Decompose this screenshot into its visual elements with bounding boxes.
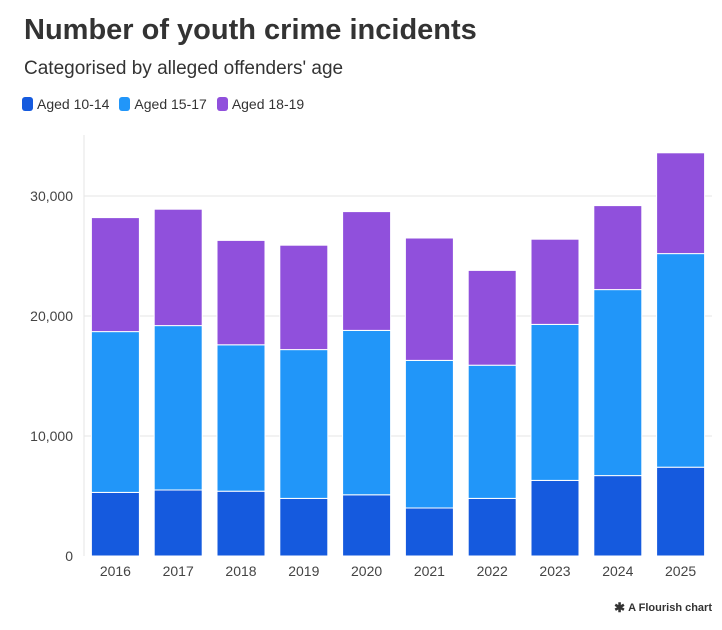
bar-2021-aged-10-14[interactable]	[404, 507, 454, 557]
x-tick-label: 2024	[602, 563, 633, 579]
bar-2022-aged-15-17[interactable]	[467, 364, 517, 499]
bar-2020-aged-15-17[interactable]	[342, 329, 392, 496]
chart-subtitle: Categorised by alleged offenders' age	[24, 58, 344, 79]
bar-2022-aged-18-19[interactable]	[467, 269, 517, 366]
x-tick-label: 2021	[414, 563, 445, 579]
bar-2019-aged-18-19[interactable]	[279, 244, 329, 351]
stacked-bar-chart: 0 10,000 20,000 30,000 2016 2017 2018 2019 2020 2…	[30, 135, 712, 579]
bar-2023-aged-10-14[interactable]	[530, 479, 580, 557]
bar-2024-aged-18-19[interactable]	[593, 205, 643, 291]
bar-2023-aged-18-19[interactable]	[530, 238, 580, 325]
y-tick-label: 30,000	[30, 188, 73, 204]
bar-2017-aged-10-14[interactable]	[153, 489, 203, 557]
bar-2017-aged-15-17[interactable]	[153, 325, 203, 491]
bar-2025-aged-18-19[interactable]	[656, 152, 706, 255]
bar-2020-aged-18-19[interactable]	[342, 211, 392, 331]
legend-item-aged-10-14[interactable]: Aged 10-14	[22, 96, 109, 112]
bar-2016-aged-15-17[interactable]	[90, 331, 140, 493]
bar-2018-aged-18-19[interactable]	[216, 239, 266, 346]
legend-swatch-aged-15-17	[119, 97, 131, 111]
legend-swatch-aged-18-19	[216, 97, 228, 111]
x-tick-label: 2016	[100, 563, 131, 579]
x-tick-label: 2022	[477, 563, 508, 579]
chart-title: Number of youth crime incidents	[24, 14, 477, 46]
bar-2024-aged-15-17[interactable]	[593, 289, 643, 477]
x-tick-label: 2017	[163, 563, 194, 579]
bar-2024-aged-10-14[interactable]	[593, 475, 643, 557]
y-tick-label: 10,000	[30, 428, 73, 444]
bar-2017-aged-18-19[interactable]	[153, 208, 203, 327]
flourish-asterisk-icon: ✱	[614, 600, 626, 615]
x-tick-label: 2019	[288, 563, 319, 579]
bar-2019-aged-15-17[interactable]	[279, 349, 329, 499]
bar-2025-aged-15-17[interactable]	[656, 253, 706, 468]
x-tick-label: 2020	[351, 563, 382, 579]
x-tick-label: 2025	[665, 563, 696, 579]
legend-label-aged-15-17: Aged 15-17	[134, 96, 207, 112]
bar-2021-aged-15-17[interactable]	[404, 359, 454, 509]
legend-label-aged-10-14: Aged 10-14	[37, 96, 110, 112]
x-tick-label: 2023	[539, 563, 570, 579]
legend-item-aged-18-19[interactable]: Aged 18-19	[216, 96, 305, 112]
bar-2023-aged-15-17[interactable]	[530, 323, 580, 481]
legend-swatch-aged-10-14	[22, 97, 33, 111]
bar-2021-aged-18-19[interactable]	[404, 237, 454, 361]
flourish-credit-text: A Flourish chart	[628, 602, 712, 614]
x-tick-label: 2018	[225, 563, 256, 579]
legend-item-aged-15-17[interactable]: Aged 15-17	[119, 96, 207, 112]
bar-2016-aged-10-14[interactable]	[90, 491, 140, 557]
bar-2020-aged-10-14[interactable]	[342, 494, 392, 557]
bar-2018-aged-15-17[interactable]	[216, 344, 266, 492]
bar-2016-aged-18-19[interactable]	[90, 217, 140, 333]
y-tick-label: 20,000	[30, 308, 73, 324]
legend-label-aged-18-19: Aged 18-19	[231, 96, 305, 112]
bar-2022-aged-10-14[interactable]	[467, 497, 517, 557]
flourish-credit[interactable]: ✱ A Flourish chart	[614, 600, 712, 616]
bar-2019-aged-10-14[interactable]	[279, 497, 329, 557]
bar-2025-aged-10-14[interactable]	[656, 466, 706, 557]
legend: Aged 10-14 Aged 15-17 Aged 18-19	[22, 96, 304, 112]
y-tick-label: 0	[65, 548, 73, 564]
bar-2018-aged-10-14[interactable]	[216, 490, 266, 557]
